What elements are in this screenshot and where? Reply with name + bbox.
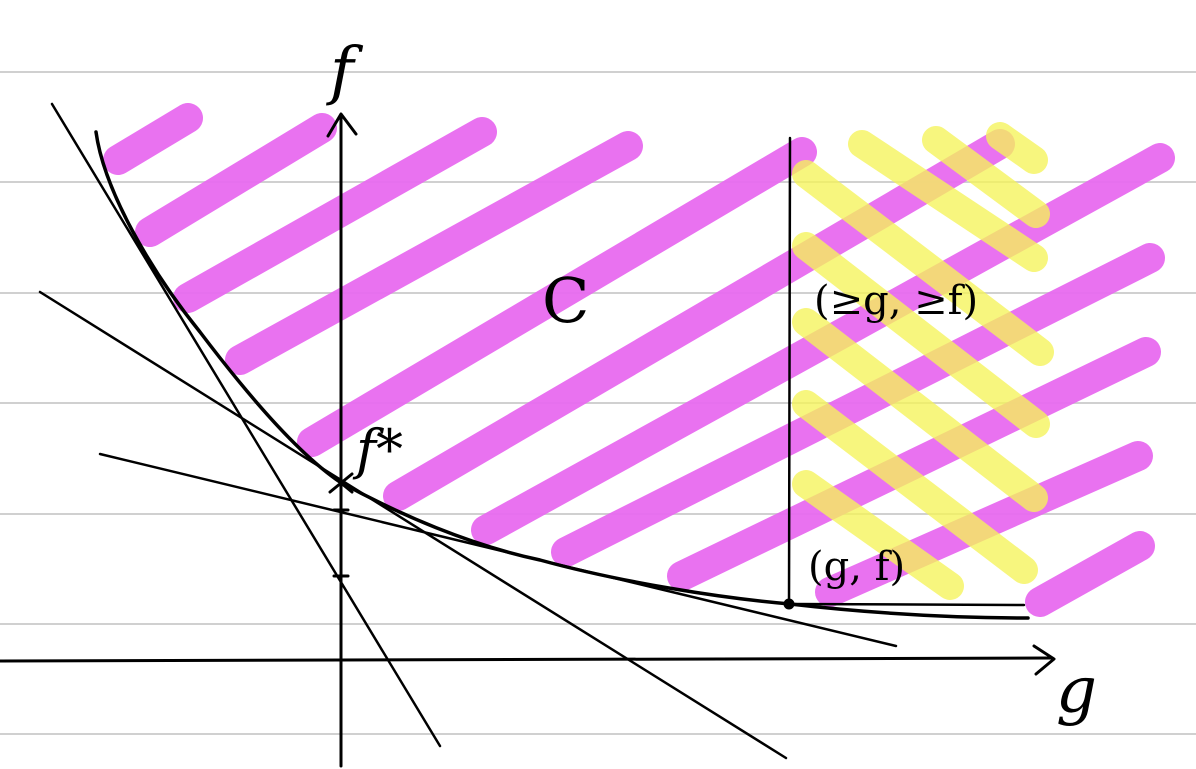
- hatch-stroke: [173, 117, 497, 313]
- hatch-stroke: [225, 131, 643, 375]
- dominated-label: (≥g, ≥f): [814, 278, 978, 324]
- dominated-hatch-stroke: [792, 470, 964, 600]
- boundary-curve: [94, 130, 1030, 620]
- dominated-hatch-stroke: [792, 232, 1050, 438]
- dominated-vertical-line: [787, 136, 792, 608]
- vertical-axis-arrowhead: [326, 112, 358, 138]
- dominated-hatch-stroke: [792, 160, 1054, 366]
- dominated-bounds: [787, 136, 1026, 608]
- hatch-stroke: [135, 113, 337, 247]
- horizontal-axis-label: g: [1056, 654, 1097, 728]
- supporting-line-middle: [38, 290, 788, 760]
- dominated-region-hatching: [792, 122, 1054, 600]
- hatch-stroke: [297, 137, 817, 457]
- hatch-stroke: [667, 337, 1161, 591]
- supporting-line-steep: [50, 102, 442, 748]
- dominated-horizontal-line: [787, 602, 1026, 607]
- horizontal-axis: [0, 656, 1054, 663]
- f-star-cross-mark: [328, 472, 354, 494]
- horizontal-axis-arrowhead: [1032, 644, 1056, 676]
- dominated-hatch-stroke: [986, 122, 1048, 174]
- dominated-hatch-stroke: [792, 390, 1038, 584]
- pair-point-dot: [783, 598, 795, 610]
- dominated-hatch-stroke: [848, 130, 1048, 272]
- hatch-stroke: [1025, 531, 1155, 617]
- region-c-label: C: [542, 264, 589, 337]
- f-star-label: f*: [352, 418, 403, 481]
- axes: [0, 112, 1056, 768]
- pair-label: (g, f): [808, 544, 905, 590]
- dominated-hatch-stroke: [792, 308, 1048, 512]
- hatch-stroke: [103, 103, 203, 175]
- dominated-hatch-stroke: [922, 126, 1050, 228]
- region-c-hatching: [103, 103, 1175, 617]
- hatch-stroke: [551, 243, 1165, 567]
- markers: [328, 472, 795, 610]
